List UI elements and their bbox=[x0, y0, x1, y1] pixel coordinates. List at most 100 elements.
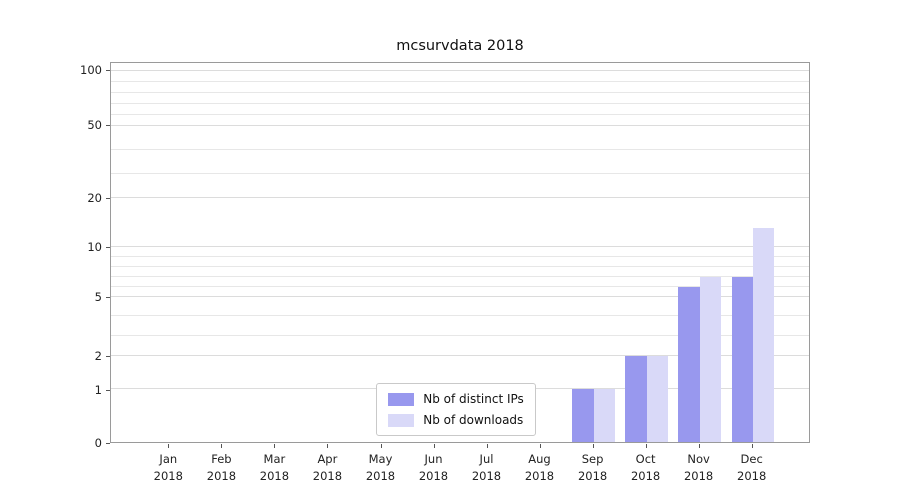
bar-dec-ips bbox=[731, 276, 753, 442]
bar-oct-ips bbox=[625, 355, 647, 442]
y-tick-label-2: 2 bbox=[94, 349, 102, 364]
gridline-y-30 bbox=[111, 173, 809, 175]
gridline-y-4 bbox=[111, 315, 809, 317]
legend-swatch-ips bbox=[388, 392, 415, 406]
x-tick-mark-jul bbox=[486, 444, 488, 448]
bar-sep-downloads bbox=[593, 389, 615, 442]
x-tick-year: 2018 bbox=[471, 468, 502, 483]
x-tick-month: Feb bbox=[211, 452, 232, 466]
x-tick-month: Oct bbox=[635, 452, 656, 466]
gridline-y-3 bbox=[111, 335, 809, 336]
x-tick-label-oct: Oct 2018 bbox=[611, 451, 681, 484]
x-tick-mark-jun bbox=[433, 444, 435, 448]
x-tick-month: Aug bbox=[528, 452, 551, 466]
y-tick-mark-5 bbox=[106, 297, 110, 299]
x-tick-mark-dec bbox=[751, 444, 753, 448]
gridline-y-9 bbox=[111, 256, 809, 258]
x-tick-month: Jan bbox=[159, 452, 178, 466]
gridline-y-100 bbox=[111, 69, 809, 71]
x-tick-year: 2018 bbox=[418, 468, 449, 483]
gridline-y-50 bbox=[111, 124, 809, 126]
x-tick-label-feb: Feb 2018 bbox=[186, 451, 256, 484]
y-tick-mark-1 bbox=[106, 390, 110, 391]
legend-item-downloads: Nb of downloads bbox=[388, 413, 524, 427]
y-tick-mark-2 bbox=[106, 356, 110, 358]
gridline-y-2 bbox=[111, 354, 809, 356]
x-tick-year: 2018 bbox=[737, 468, 767, 483]
gridline-y-6 bbox=[111, 285, 809, 287]
bar-oct-downloads bbox=[646, 355, 668, 442]
bar-sep-ips bbox=[572, 389, 594, 442]
legend-label-ips: Nb of distinct IPs bbox=[423, 392, 524, 406]
y-tick-mark-0 bbox=[106, 443, 110, 444]
x-tick-month: Apr bbox=[317, 452, 338, 466]
y-tick-label-1: 1 bbox=[94, 383, 102, 397]
x-tick-label-may: May 2018 bbox=[346, 451, 416, 484]
gridline-y-7 bbox=[111, 275, 809, 277]
legend-item-ips: Nb of distinct IPs bbox=[388, 392, 524, 406]
x-tick-label-jun: Jun 2018 bbox=[399, 451, 469, 484]
gridline-y-40 bbox=[111, 148, 809, 150]
x-tick-month: Dec bbox=[740, 452, 763, 466]
y-tick-mark-50 bbox=[106, 124, 110, 126]
x-tick-year: 2018 bbox=[312, 468, 343, 483]
gridline-y-90 bbox=[111, 80, 809, 82]
x-tick-month: Jun bbox=[424, 452, 443, 466]
x-tick-label-sep: Sep 2018 bbox=[558, 451, 628, 484]
x-tick-label-mar: Mar 2018 bbox=[239, 451, 309, 484]
y-tick-label-100: 100 bbox=[80, 63, 102, 77]
gridline-y-8 bbox=[111, 266, 809, 268]
gridline-y-80 bbox=[111, 91, 809, 93]
x-tick-mark-nov bbox=[698, 444, 700, 448]
x-tick-label-aug: Aug 2018 bbox=[505, 451, 575, 484]
plot-area: Nb of distinct IPs Nb of downloads bbox=[110, 62, 810, 443]
y-tick-mark-10 bbox=[106, 247, 110, 249]
x-tick-mark-may bbox=[380, 444, 382, 448]
x-tick-label-nov: Nov 2018 bbox=[664, 451, 734, 484]
bar-nov-downloads bbox=[699, 276, 721, 442]
legend-label-downloads: Nb of downloads bbox=[423, 413, 524, 427]
y-tick-mark-100 bbox=[106, 70, 110, 71]
x-tick-year: 2018 bbox=[259, 468, 290, 483]
y-tick-label-10: 10 bbox=[87, 240, 102, 255]
bar-nov-ips bbox=[678, 286, 700, 442]
x-tick-year: 2018 bbox=[153, 468, 183, 483]
legend: Nb of distinct IPs Nb of downloads bbox=[376, 383, 536, 436]
x-tick-mark-jan bbox=[168, 444, 170, 448]
x-tick-mark-oct bbox=[645, 444, 647, 448]
y-tick-label-5: 5 bbox=[94, 290, 102, 305]
x-tick-year: 2018 bbox=[630, 468, 661, 483]
x-tick-year: 2018 bbox=[206, 468, 237, 483]
x-tick-mark-sep bbox=[592, 444, 594, 448]
gridline-y-20 bbox=[111, 197, 809, 199]
bar-dec-downloads bbox=[752, 227, 774, 442]
x-tick-month: Nov bbox=[687, 452, 710, 466]
x-tick-label-dec: Dec 2018 bbox=[717, 451, 787, 484]
x-tick-year: 2018 bbox=[577, 468, 608, 483]
x-tick-mark-aug bbox=[539, 444, 541, 448]
chart-title: mcsurvdata 2018 bbox=[396, 38, 524, 54]
x-tick-year: 2018 bbox=[524, 468, 555, 483]
y-tick-label-50: 50 bbox=[87, 117, 102, 132]
x-tick-year: 2018 bbox=[683, 468, 714, 483]
y-tick-label-0: 0 bbox=[94, 436, 102, 450]
x-tick-mark-mar bbox=[274, 444, 276, 448]
x-tick-month: Sep bbox=[581, 452, 604, 466]
x-tick-label-jul: Jul 2018 bbox=[452, 451, 522, 484]
x-tick-label-jan: Jan 2018 bbox=[133, 451, 203, 484]
gridline-y-10 bbox=[111, 246, 809, 248]
x-tick-year: 2018 bbox=[365, 468, 396, 483]
x-tick-month: Mar bbox=[263, 452, 286, 466]
gridline-y-5 bbox=[111, 295, 809, 297]
gridline-y-60 bbox=[111, 113, 809, 115]
legend-swatch-downloads bbox=[388, 413, 415, 427]
gridline-y-70 bbox=[111, 102, 809, 104]
x-tick-mark-apr bbox=[327, 444, 329, 448]
x-tick-label-apr: Apr 2018 bbox=[292, 451, 362, 484]
y-tick-label-20: 20 bbox=[87, 191, 102, 205]
x-tick-mark-feb bbox=[221, 444, 223, 448]
y-tick-mark-20 bbox=[106, 198, 110, 199]
x-tick-month: Jul bbox=[479, 452, 494, 466]
x-tick-month: May bbox=[368, 452, 393, 466]
